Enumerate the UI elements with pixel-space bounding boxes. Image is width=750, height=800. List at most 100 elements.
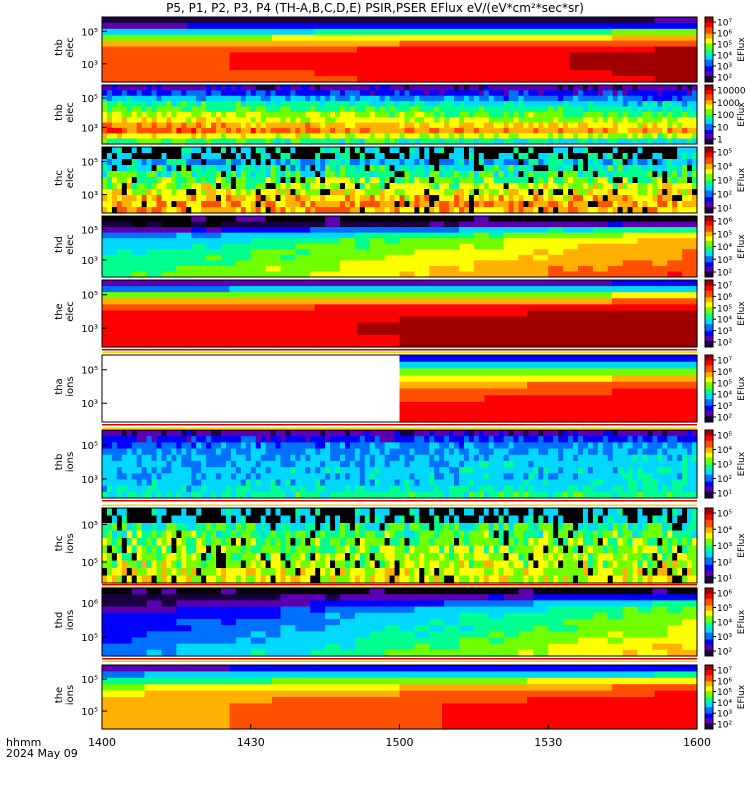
heatmap-cell <box>260 153 267 160</box>
heatmap-cell <box>484 46 528 54</box>
colorbar-segment <box>705 358 713 361</box>
heatmap-cell <box>404 479 411 487</box>
heatmap-cell <box>310 460 316 468</box>
heatmap-cell <box>186 101 192 108</box>
heatmap-cell <box>488 95 495 102</box>
heatmap-cell <box>533 90 539 97</box>
heatmap-cell <box>528 85 534 91</box>
heatmap-cell <box>528 177 534 184</box>
heatmap-cell <box>563 260 579 267</box>
heatmap-cell <box>206 95 212 102</box>
heatmap-cell <box>146 454 153 462</box>
colorbar-tick-label: 100 <box>717 111 734 121</box>
heatmap-cell <box>508 171 515 178</box>
heatmap-cell <box>211 133 217 140</box>
heatmap-cell <box>484 58 528 65</box>
heatmap-cell <box>146 207 153 214</box>
heatmap-cell <box>573 138 579 145</box>
heatmap-cell <box>206 189 212 196</box>
heatmap-cell <box>379 485 386 493</box>
heatmap-cell <box>131 221 148 228</box>
heatmap-cell <box>314 286 358 293</box>
heatmap-cell <box>384 265 401 273</box>
heatmap-cell <box>493 117 500 124</box>
heatmap-cell <box>682 153 688 160</box>
heatmap-cell <box>245 133 252 140</box>
heatmap-cell <box>478 460 485 468</box>
heatmap-cell <box>357 298 401 305</box>
heatmap-cell <box>687 90 693 97</box>
heatmap-cell <box>354 106 361 113</box>
colorbar-segment <box>705 43 713 46</box>
heatmap-cell <box>280 460 287 468</box>
heatmap-cell <box>201 491 207 499</box>
heatmap-cell <box>280 232 296 239</box>
colorbar-segment <box>705 189 713 193</box>
heatmap-cell <box>612 159 619 166</box>
heatmap-cell <box>102 111 108 118</box>
heatmap-cell <box>166 95 173 102</box>
heatmap-cell <box>379 147 386 154</box>
heatmap-cell <box>310 171 316 178</box>
heatmap-cell <box>523 467 530 474</box>
heatmap-cell <box>569 52 613 59</box>
heatmap-cell <box>493 90 500 97</box>
heatmap-cell <box>354 454 361 462</box>
heatmap-cell <box>335 171 341 178</box>
heatmap-cell <box>578 491 584 499</box>
heatmap-cell <box>265 171 272 178</box>
heatmap-cell <box>131 460 138 468</box>
heatmap-cell <box>687 138 693 145</box>
heatmap-cell <box>627 95 634 102</box>
heatmap-cell <box>548 207 554 214</box>
heatmap-cell <box>359 460 366 468</box>
heatmap-cell <box>191 147 197 154</box>
heatmap-cell <box>587 460 594 468</box>
heatmap-cell <box>186 106 192 113</box>
heatmap-cell <box>136 448 143 456</box>
heatmap-cell <box>151 467 158 474</box>
heatmap-cell <box>349 90 356 97</box>
heatmap-cell <box>488 216 505 223</box>
heatmap-cell <box>191 436 197 443</box>
heatmap-cell <box>493 106 500 113</box>
heatmap-cell <box>121 442 128 450</box>
heatmap-cell <box>344 117 351 124</box>
heatmap-cell <box>102 265 118 273</box>
heatmap-cell <box>498 90 505 97</box>
heatmap-cell <box>558 491 564 499</box>
heatmap-cell <box>569 46 613 54</box>
heatmap-cell <box>573 460 579 468</box>
heatmap-cell <box>156 183 163 190</box>
heatmap-cell <box>106 201 113 208</box>
heatmap-cell <box>379 189 386 196</box>
heatmap-cell <box>216 106 222 113</box>
heatmap-cell <box>369 260 386 267</box>
heatmap-cell <box>573 183 579 190</box>
heatmap-cell <box>409 473 415 481</box>
heatmap-cell <box>320 467 326 474</box>
heatmap-cell <box>424 133 430 140</box>
heatmap-cell <box>682 243 698 250</box>
heatmap-cell <box>654 280 698 287</box>
heatmap-cell <box>587 153 594 160</box>
heatmap-cell <box>399 216 415 223</box>
heatmap-cell <box>454 101 460 108</box>
heatmap-cell <box>357 22 401 30</box>
heatmap-cell <box>369 460 376 468</box>
heatmap-cell <box>146 101 153 108</box>
heatmap-cell <box>235 448 242 456</box>
heatmap-cell <box>503 171 510 178</box>
colorbar-segment <box>705 153 713 156</box>
colorbar-tick-label: 10 <box>717 123 729 133</box>
heatmap-cell <box>543 147 549 154</box>
colorbar-segment <box>705 255 713 258</box>
heatmap-cell <box>399 127 406 134</box>
heatmap-cell <box>126 138 133 145</box>
heatmap-cell <box>518 111 525 118</box>
heatmap-cell <box>429 491 435 499</box>
heatmap-cell <box>513 430 520 437</box>
heatmap-cell <box>548 448 554 456</box>
heatmap-cell <box>250 232 267 239</box>
heatmap-cell <box>459 189 465 196</box>
